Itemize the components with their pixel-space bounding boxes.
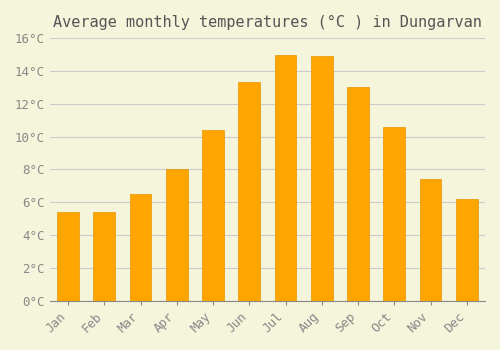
Bar: [57, 212, 79, 301]
Bar: [311, 56, 332, 301]
Bar: [94, 212, 115, 301]
Bar: [384, 127, 405, 301]
Bar: [238, 83, 260, 301]
Bar: [420, 179, 442, 301]
Bar: [274, 55, 296, 301]
Bar: [202, 130, 224, 301]
Bar: [166, 169, 188, 301]
Bar: [456, 199, 477, 301]
Bar: [347, 88, 369, 301]
Title: Average monthly temperatures (°C ) in Dungarvan: Average monthly temperatures (°C ) in Du…: [53, 15, 482, 30]
Bar: [130, 194, 152, 301]
